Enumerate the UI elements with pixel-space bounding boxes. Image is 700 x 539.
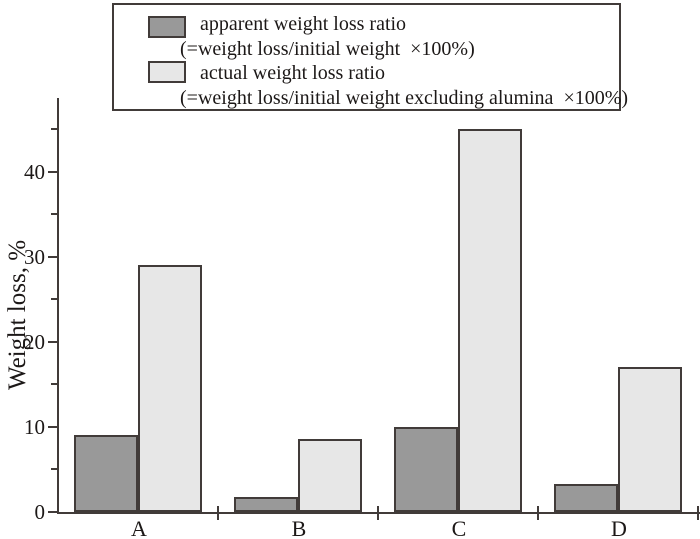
x-category-label-C: C	[451, 516, 467, 539]
y-axis-major-tick	[48, 511, 57, 513]
y-axis-minor-tick	[51, 128, 57, 131]
bar-actual-D	[618, 367, 682, 512]
bars-layer	[59, 98, 699, 512]
y-tick-label: 20	[24, 329, 45, 354]
bar-apparent-C	[394, 427, 458, 512]
bar-actual-C	[458, 129, 522, 512]
x-axis-tick	[217, 506, 219, 520]
y-tick-label: 0	[34, 500, 46, 524]
y-axis-minor-tick	[51, 298, 57, 301]
bar-apparent-B	[234, 497, 298, 512]
plot-area: A B C D 0 10 20 30 40	[24, 98, 700, 539]
axis-labels-layer: A B C D 0 10 20 30 40	[24, 98, 699, 539]
y-axis-minor-tick	[51, 468, 57, 471]
y-tick-label: 40	[24, 159, 45, 184]
y-axis-minor-tick	[51, 213, 57, 216]
bar-actual-B	[298, 439, 362, 512]
y-axis-major-tick	[48, 425, 57, 428]
legend-swatch-apparent	[148, 16, 186, 38]
y-tick-label: 30	[24, 244, 45, 269]
y-axis-line	[57, 98, 59, 514]
x-axis-tick	[377, 506, 379, 520]
legend-swatch-actual	[148, 61, 186, 83]
ticks-layer	[48, 98, 699, 520]
y-axis-major-tick	[48, 170, 57, 173]
legend-formula-apparent: (=weight loss/initial weight ×100%)	[180, 38, 475, 60]
bar-actual-A	[138, 265, 202, 512]
x-axis-tick	[537, 506, 539, 520]
y-axis-major-tick	[48, 340, 57, 343]
legend-label-actual: actual weight loss ratio	[200, 62, 385, 84]
x-axis-tick	[697, 506, 699, 520]
legend-formula-actual: (=weight loss/initial weight excluding a…	[180, 87, 629, 109]
bar-apparent-A	[74, 435, 138, 512]
bar-apparent-D	[554, 484, 618, 512]
y-axis-minor-tick	[51, 383, 57, 386]
x-category-label-D: D	[611, 516, 627, 539]
legend-label-apparent: apparent weight loss ratio	[200, 13, 407, 35]
y-tick-label: 10	[24, 414, 45, 439]
y-axis-major-tick	[48, 255, 57, 258]
x-category-label-A: A	[131, 516, 147, 539]
x-category-label-B: B	[291, 516, 307, 539]
chart-legend: apparent weight loss ratio (=weight loss…	[112, 3, 628, 111]
